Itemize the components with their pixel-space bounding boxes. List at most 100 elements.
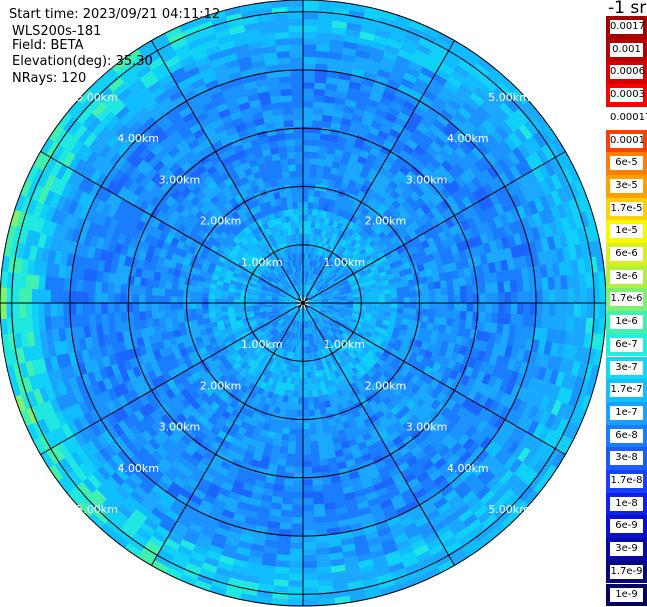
scan-cell xyxy=(315,170,324,179)
scan-cell xyxy=(302,384,308,392)
scan-cell xyxy=(302,233,307,241)
scan-cell xyxy=(421,283,429,291)
scan-cell xyxy=(302,409,310,417)
scan-cell xyxy=(314,535,329,543)
scan-cell xyxy=(297,403,304,411)
scan-cell xyxy=(287,440,296,449)
scan-cell xyxy=(310,447,320,455)
scan-cell xyxy=(290,75,304,83)
scan-cell xyxy=(302,422,310,430)
scan-cell xyxy=(427,315,436,324)
scan-cell xyxy=(280,439,289,448)
scan-cell xyxy=(296,239,301,247)
scan-cell xyxy=(316,164,325,173)
scan-cell xyxy=(302,126,313,134)
scan-cell xyxy=(132,311,141,322)
scan-cell xyxy=(302,75,316,83)
scan-cell xyxy=(517,291,525,304)
scan-cell xyxy=(227,302,234,308)
scan-cell xyxy=(176,302,184,310)
scan-cell xyxy=(561,288,569,304)
scan-cell xyxy=(498,302,506,314)
scan-cell xyxy=(292,208,299,216)
scan-cell xyxy=(384,298,392,304)
scan-cell xyxy=(176,309,184,317)
scan-cell xyxy=(311,132,322,141)
scan-cell xyxy=(485,302,493,314)
scan-cell xyxy=(440,310,449,319)
scan-cell xyxy=(306,378,312,386)
scan-cell xyxy=(158,280,167,289)
scan-cell xyxy=(295,441,304,449)
scan-cell xyxy=(472,311,480,322)
scan-cell xyxy=(302,403,309,411)
scan-cell xyxy=(479,293,487,304)
scan-cell xyxy=(403,297,411,304)
scan-cell xyxy=(305,359,310,367)
scan-cell xyxy=(311,465,322,474)
scan-cell xyxy=(421,315,429,323)
scan-cell xyxy=(466,293,474,304)
scan-cell xyxy=(208,307,216,314)
scan-cell xyxy=(144,302,152,312)
scan-cell xyxy=(278,522,292,531)
scan-cell xyxy=(163,295,171,304)
scan-cell xyxy=(290,62,304,71)
scan-cell xyxy=(281,433,290,442)
scan-cell xyxy=(290,523,304,531)
scan-cell xyxy=(302,485,314,493)
scan-cell xyxy=(302,214,308,222)
scan-cell xyxy=(302,37,318,45)
scan-cell xyxy=(403,291,411,298)
scan-cell xyxy=(302,107,314,115)
scan-cell xyxy=(201,297,209,304)
scan-cell xyxy=(535,290,544,304)
scan-cell xyxy=(391,297,398,304)
scan-cell xyxy=(145,286,153,296)
scan-cell xyxy=(427,282,436,291)
scan-cell xyxy=(307,208,314,216)
scan-cell xyxy=(284,132,295,141)
scan-cell xyxy=(397,297,405,304)
scan-cell xyxy=(283,177,291,185)
scan-cell xyxy=(312,107,324,115)
scan-cell xyxy=(195,302,203,309)
scan-cell xyxy=(138,294,146,304)
scan-cell xyxy=(441,302,449,311)
scan-cell xyxy=(314,522,328,531)
scan-cell xyxy=(280,88,293,97)
scan-cell xyxy=(302,365,307,373)
scan-cell xyxy=(313,509,326,518)
scan-cell xyxy=(316,433,325,442)
scan-cell xyxy=(284,465,295,474)
scan-cell xyxy=(288,434,297,442)
scan-cell xyxy=(214,293,222,299)
scan-cell xyxy=(278,145,288,154)
scan-cell xyxy=(302,428,311,436)
scan-cell xyxy=(291,504,304,512)
scan-cell xyxy=(315,177,323,185)
scan-cell xyxy=(287,157,296,166)
scan-cell xyxy=(293,119,304,127)
scan-cell xyxy=(312,491,324,499)
scan-cell xyxy=(282,113,294,122)
scan-cell xyxy=(310,440,319,449)
scan-cell xyxy=(498,292,506,304)
scan-cell xyxy=(497,312,505,325)
scan-cell xyxy=(302,378,308,386)
scan-cell xyxy=(126,293,134,304)
scan-cell xyxy=(317,158,326,167)
scan-cell xyxy=(208,311,216,319)
scan-cell xyxy=(307,396,314,405)
scan-cell xyxy=(510,291,518,304)
scan-cell xyxy=(101,281,109,294)
scan-cell xyxy=(56,302,64,317)
scan-cell xyxy=(523,290,531,304)
scan-cell xyxy=(302,208,309,215)
scan-cell xyxy=(88,280,97,293)
scan-cell xyxy=(302,157,311,165)
scan-cell xyxy=(170,309,178,318)
scan-cell xyxy=(288,164,297,172)
scan-cell xyxy=(302,50,317,58)
scan-cell xyxy=(302,43,317,52)
